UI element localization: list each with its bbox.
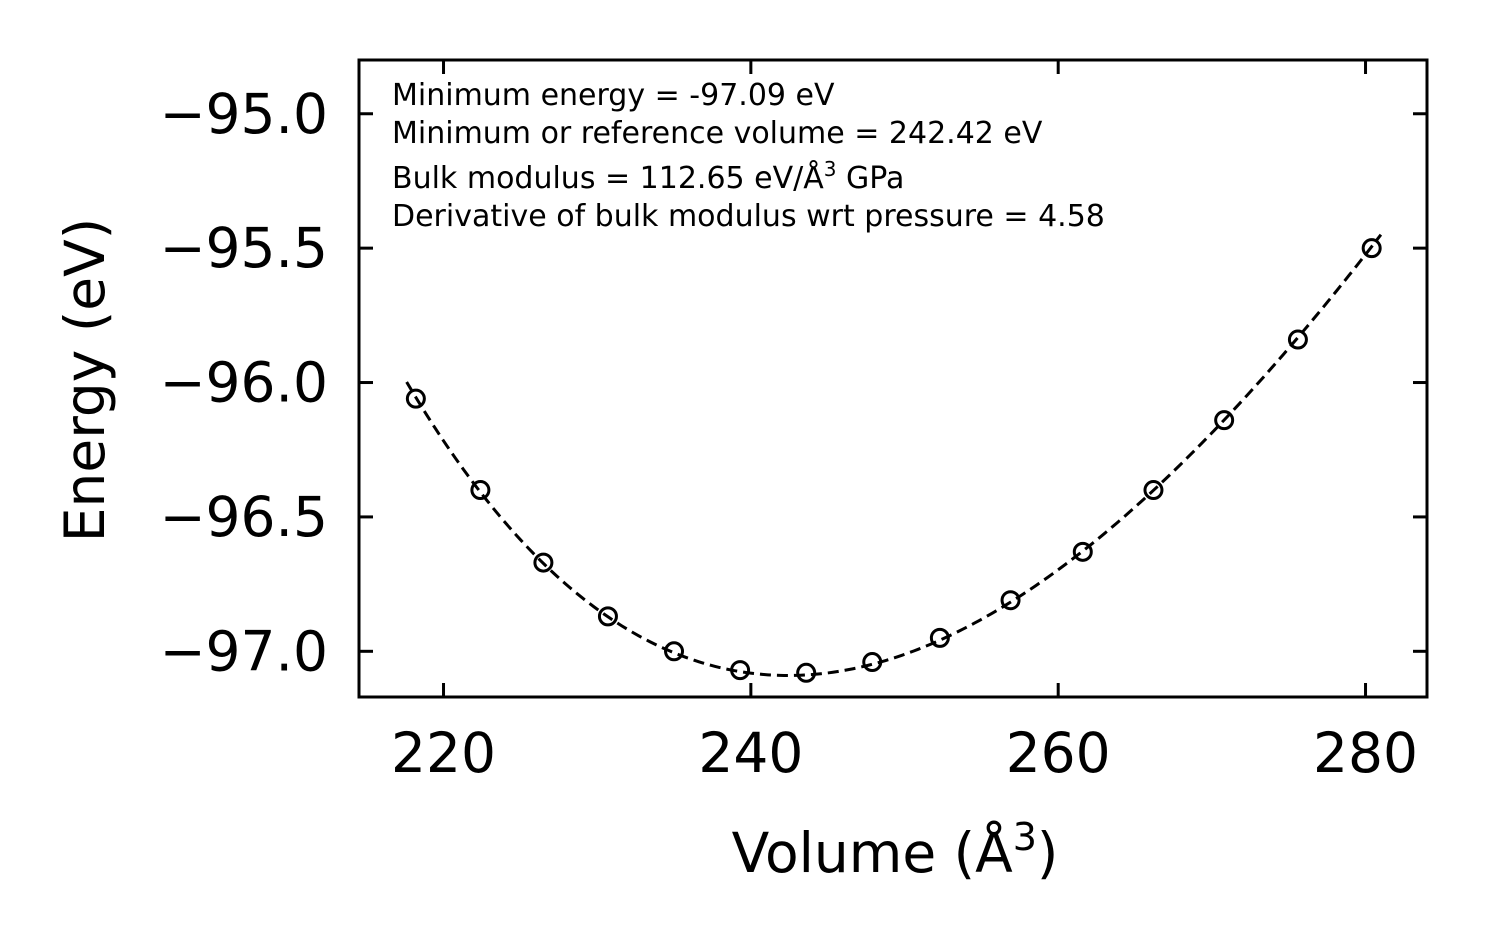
data-point <box>533 552 554 573</box>
y-tick-label: −96.5 <box>159 485 328 549</box>
data-point <box>730 660 751 681</box>
annotation-bulk-modulus-text: Bulk modulus = 112.65 eV/Å <box>392 160 824 196</box>
data-point <box>862 652 883 673</box>
annotation-bulk-modulus: Bulk modulus = 112.65 eV/Å3 GPa <box>392 157 904 196</box>
y-tick-label: −96.0 <box>159 351 328 415</box>
plot-frame <box>357 58 1429 699</box>
x-axis-label-text: Volume (Å <box>732 820 1013 885</box>
x-tick-label: 220 <box>391 721 496 785</box>
data-point <box>796 662 817 683</box>
y-tick-label: −97.0 <box>159 619 328 683</box>
annotation-bulk-modulus-unit: GPa <box>837 161 905 196</box>
data-point <box>597 606 618 627</box>
data-point <box>1000 590 1021 611</box>
points-layer <box>405 238 1382 683</box>
y-tick-label: −95.0 <box>159 82 328 146</box>
x-axis-label-sup: 3 <box>1013 815 1037 859</box>
data-point <box>1214 410 1235 431</box>
annotation-min-energy: Minimum energy = -97.09 eV <box>392 78 835 113</box>
x-axis-label-suffix: ) <box>1037 821 1058 885</box>
x-axis-label: Volume (Å3) <box>732 815 1059 885</box>
x-tick-label: 280 <box>1313 721 1418 785</box>
data-point <box>664 641 685 662</box>
data-point <box>1361 238 1382 259</box>
fit-curve <box>405 233 1383 678</box>
data-point <box>1143 480 1164 501</box>
annotation-bulk-modulus-sup: 3 <box>824 157 837 181</box>
y-tick-label: −95.5 <box>159 216 328 280</box>
fit-layer <box>405 233 1383 678</box>
data-point <box>1287 329 1308 350</box>
data-point <box>1072 541 1093 562</box>
annotation-min-volume: Minimum or reference volume = 242.42 eV <box>392 116 1043 151</box>
data-point <box>405 388 426 409</box>
ticks-layer: 220 240 260 280 −95.0 −95.5 −96.0 −96.5 −97.0 <box>159 60 1427 785</box>
data-point <box>470 480 491 501</box>
x-tick-label: 240 <box>698 721 803 785</box>
annotation-box: Minimum energy = -97.09 eV Minimum or re… <box>392 78 1105 234</box>
x-tick-label: 260 <box>1006 721 1111 785</box>
y-axis-label: Energy (eV) <box>53 218 117 542</box>
annotation-bulk-modulus-derivative: Derivative of bulk modulus wrt pressure … <box>392 199 1105 234</box>
data-point <box>929 627 950 648</box>
